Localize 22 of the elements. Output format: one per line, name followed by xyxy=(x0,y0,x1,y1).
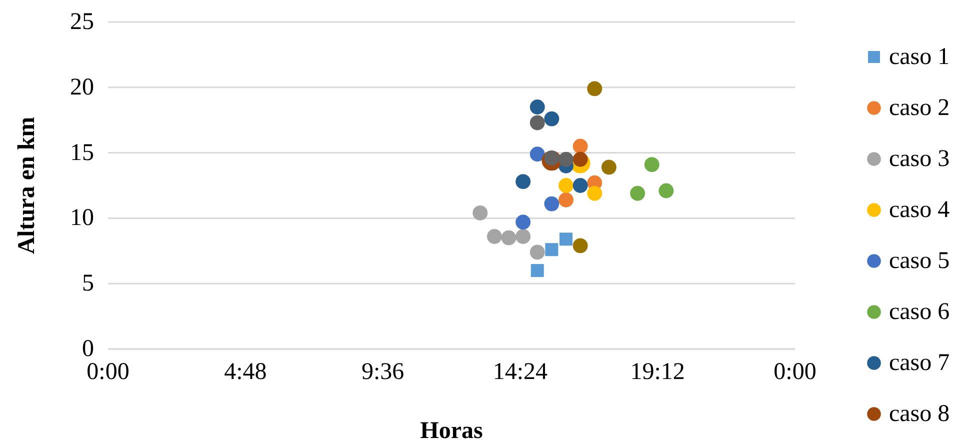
x-tick-label: 19:12 xyxy=(630,359,685,385)
y-tick-label: 0 xyxy=(82,336,94,362)
x-axis-title: Horas xyxy=(420,418,483,444)
y-tick-label: 10 xyxy=(70,205,94,232)
legend-label: caso 1 xyxy=(889,44,950,70)
legend-label: caso 8 xyxy=(889,401,950,427)
x-tick-label: 0:00 xyxy=(86,359,130,385)
y-axis-title: Altura en km xyxy=(14,116,40,254)
y-tick-label: 20 xyxy=(70,74,94,100)
legend-label: caso 2 xyxy=(889,95,950,121)
legend-label: caso 4 xyxy=(889,197,950,223)
legend-label: caso 3 xyxy=(889,146,950,172)
x-tick-label: 9:36 xyxy=(361,359,404,385)
x-tick-label: 0:00 xyxy=(774,359,816,385)
legend-label: caso 7 xyxy=(889,350,950,376)
x-tick-label: 14:24 xyxy=(492,359,548,385)
y-tick-label: 25 xyxy=(70,9,94,35)
x-tick-label: 4:48 xyxy=(224,359,267,385)
y-tick-label: 5 xyxy=(82,270,94,297)
legend-label: caso 6 xyxy=(889,299,950,325)
y-tick-label: 15 xyxy=(70,140,94,166)
legend-label: caso 5 xyxy=(889,248,950,274)
